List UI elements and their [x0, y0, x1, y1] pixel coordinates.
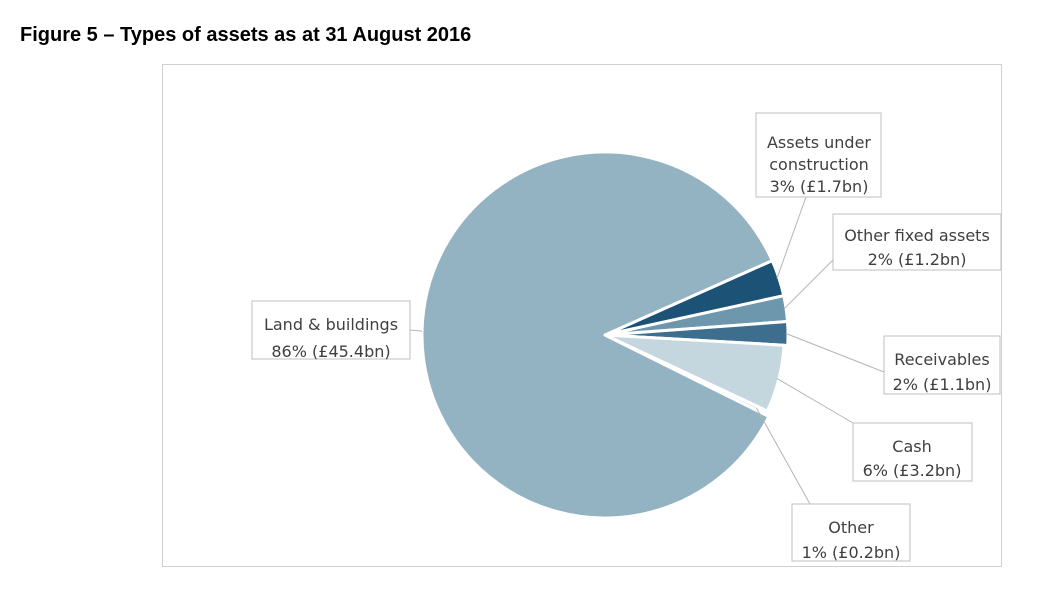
leader-line-cash [776, 377, 854, 424]
pie-slice-receivables [603, 320, 790, 347]
leader-lines-layer [409, 196, 885, 505]
data-label-box-other [791, 503, 911, 562]
data-label-name-land-and-buildings: Land & buildings [264, 315, 398, 334]
leader-line-assets-under-construction [776, 196, 807, 279]
data-label-box-land-and-buildings [251, 300, 411, 360]
data-label-value-land-and-buildings: 86% (£45.4bn) [271, 342, 390, 361]
data-label-name-cash: Cash [892, 437, 931, 456]
data-label-name-other: Other [828, 518, 874, 537]
pie-slice-land-and-buildings [420, 150, 774, 520]
data-label-name-assets-under-construction: construction [769, 155, 869, 174]
data-label-box-cash [852, 422, 973, 482]
data-label-box-assets-under-construction [755, 112, 882, 198]
data-label-name-other-fixed-assets: Other fixed assets [844, 226, 990, 245]
slices-layer [420, 150, 790, 520]
data-label-name-assets-under-construction: Assets under [767, 133, 871, 152]
leader-line-other [756, 407, 811, 505]
leader-line-receivables [785, 333, 885, 373]
leader-line-land-and-buildings [409, 329, 423, 332]
data-label-value-assets-under-construction: 3% (£1.7bn) [770, 177, 869, 196]
data-label-value-receivables: 2% (£1.1bn) [893, 375, 992, 394]
pie-slice-cash [603, 333, 786, 413]
data-label-box-other-fixed-assets [832, 213, 1002, 271]
data-label-value-cash: 6% (£3.2bn) [863, 461, 962, 480]
data-label-name-receivables: Receivables [894, 350, 989, 369]
data-label-value-other: 1% (£0.2bn) [802, 543, 901, 562]
data-labels-layer: Assets under construction 3% (£1.7bn) Other… [251, 112, 1002, 562]
figure-title: Figure 5 – Types of assets as at 31 Augu… [20, 24, 472, 46]
leader-line-other-fixed-assets [783, 259, 834, 310]
data-label-value-other-fixed-assets: 2% (£1.2bn) [868, 250, 967, 269]
data-label-box-receivables [883, 335, 1001, 395]
